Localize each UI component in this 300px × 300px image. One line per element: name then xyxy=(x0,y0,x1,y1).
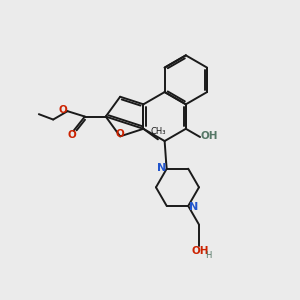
Text: OH: OH xyxy=(201,130,218,140)
Text: O: O xyxy=(59,105,68,115)
Text: OH: OH xyxy=(192,246,209,256)
Text: H: H xyxy=(205,250,211,260)
Text: N: N xyxy=(189,202,198,212)
Text: N: N xyxy=(157,163,166,173)
Text: CH₃: CH₃ xyxy=(150,127,166,136)
Text: O: O xyxy=(68,130,76,140)
Text: O: O xyxy=(116,129,124,139)
